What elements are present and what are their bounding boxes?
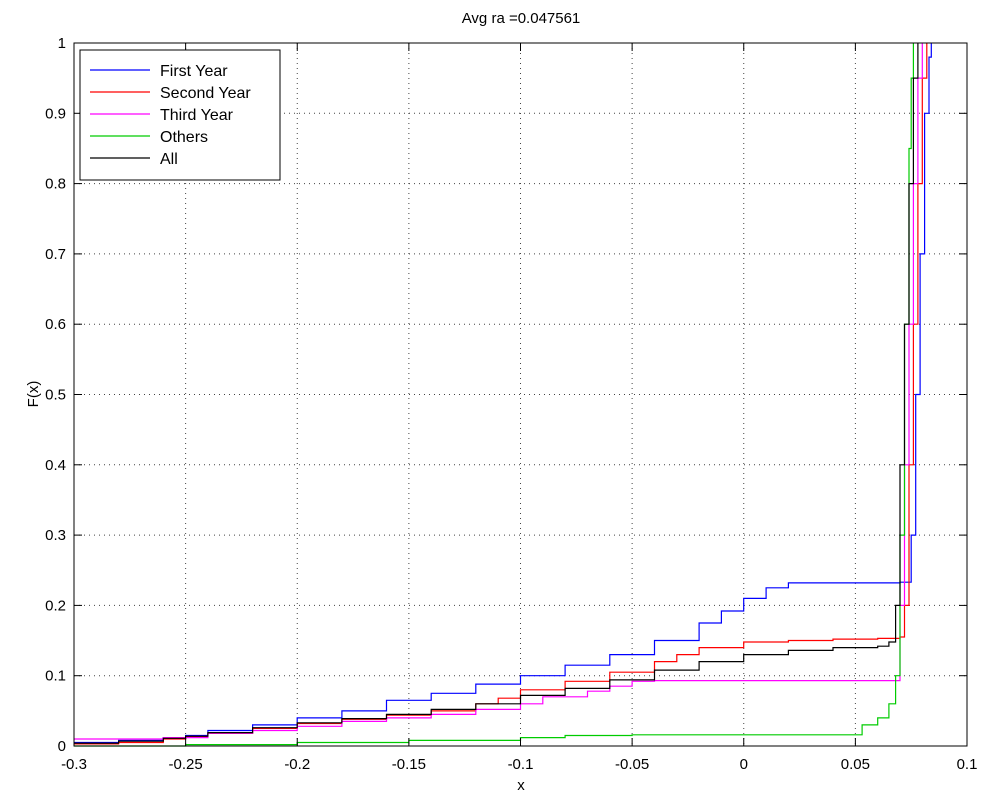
y-tick-label: 0.2 [45, 597, 66, 614]
legend-label: Others [160, 129, 208, 146]
y-tick-label: 0.9 [45, 105, 66, 122]
legend: First Year Second Year Third Year Others All [79, 49, 281, 181]
series-line-all [74, 43, 919, 744]
x-tick-label: 0.05 [841, 756, 870, 773]
y-tick-label: 0.8 [45, 176, 66, 193]
x-tick-label: -0.1 [508, 756, 534, 773]
legend-label: All [160, 151, 178, 168]
x-tick-label: -0.15 [392, 756, 426, 773]
y-axis-label: F(x) [25, 381, 42, 408]
y-tick-label: 1 [58, 35, 66, 52]
x-tick-label: -0.3 [61, 756, 87, 773]
y-tick-label: 0.6 [45, 316, 66, 333]
y-tick-label: 0.4 [45, 457, 66, 474]
y-tick-label: 0.7 [45, 246, 66, 263]
y-tick-label: 0.1 [45, 668, 66, 685]
x-tick-label: 0.1 [957, 756, 978, 773]
y-tick-label: 0 [58, 738, 66, 755]
legend-label: Third Year [160, 107, 234, 124]
axis-ticks: -0.3 -0.25 -0.2 -0.15 -0.1 -0.05 0 0.05 0.1 0 0.1 0… [45, 35, 977, 773]
x-tick-label: -0.2 [284, 756, 310, 773]
x-tick-label: 0 [740, 756, 748, 773]
y-tick-label: 0.5 [45, 387, 66, 404]
x-axis-label: x [517, 777, 525, 791]
x-tick-label: -0.25 [169, 756, 203, 773]
chart-title: Avg ra =0.047561 [462, 10, 581, 27]
y-tick-label: 0.3 [45, 527, 66, 544]
legend-label: First Year [160, 63, 228, 80]
legend-label: Second Year [160, 85, 251, 102]
grid-lines [74, 43, 967, 746]
x-tick-label: -0.05 [615, 756, 649, 773]
